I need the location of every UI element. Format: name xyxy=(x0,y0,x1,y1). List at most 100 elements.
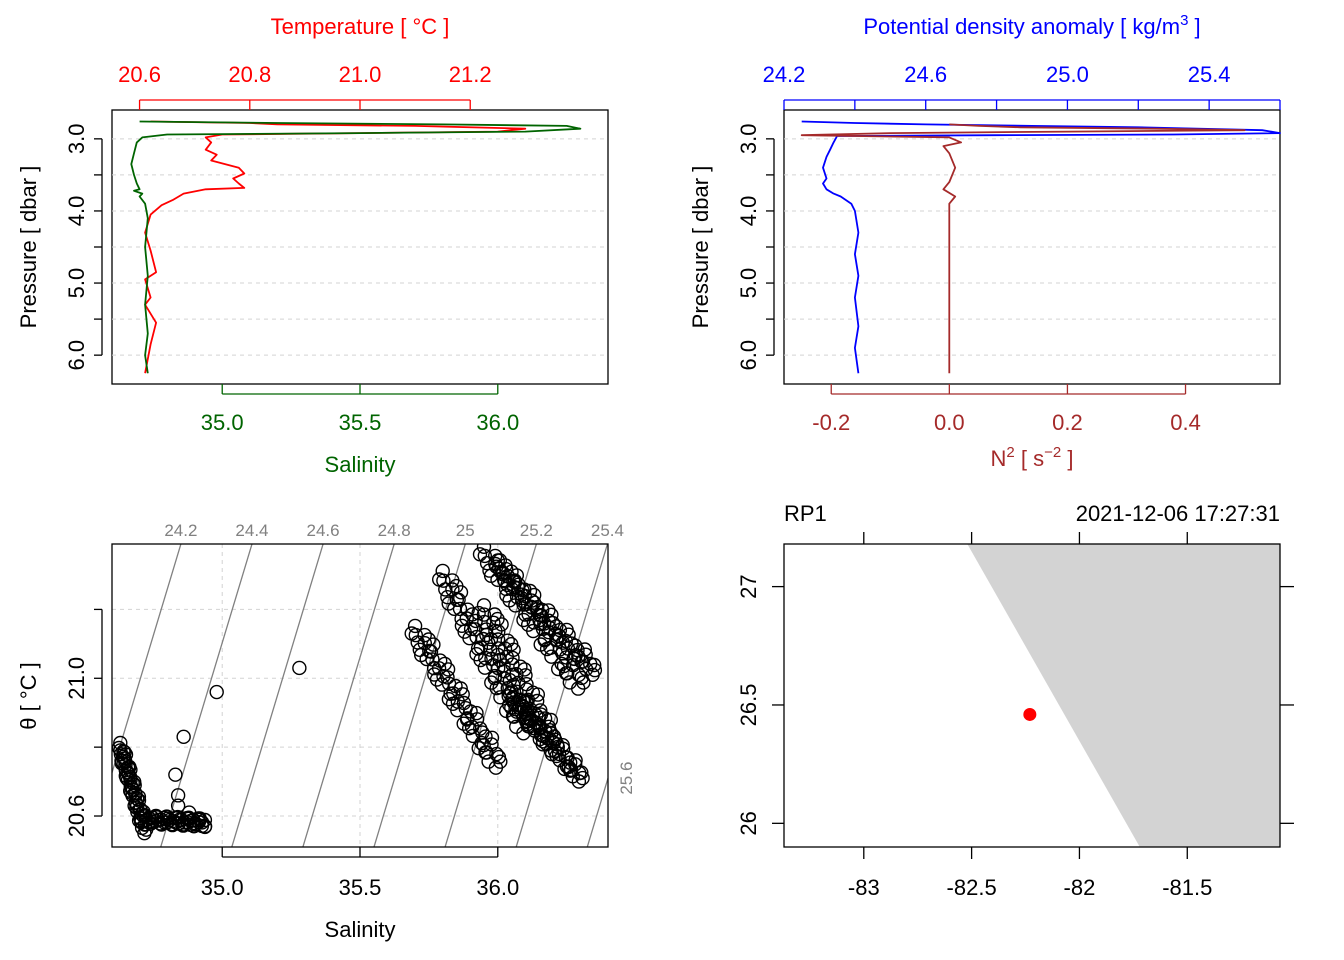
data-point xyxy=(436,669,451,684)
data-point xyxy=(493,690,508,705)
n2-tick-label: 0.2 xyxy=(1052,410,1083,435)
data-point xyxy=(483,642,498,657)
grid xyxy=(784,138,1280,356)
data-point xyxy=(412,642,427,657)
density-title-main: Potential density anomaly [ kg/m xyxy=(863,14,1180,39)
data-point xyxy=(515,693,531,708)
station-layer xyxy=(1023,707,1037,721)
n2-tick-label: -0.2 xyxy=(812,410,850,435)
density-tick-label: 25.0 xyxy=(1046,62,1089,87)
density-title-sup: 3 xyxy=(1180,12,1188,29)
data-point xyxy=(563,762,579,777)
data-point xyxy=(491,641,506,656)
latitude-tick-label: 26 xyxy=(736,811,761,835)
data-point xyxy=(117,751,132,766)
series-layer xyxy=(130,120,582,374)
isopycnal-line xyxy=(160,543,253,848)
data-point xyxy=(571,681,586,696)
data-point xyxy=(477,660,493,675)
x-tick-label: 35.0 xyxy=(201,875,244,900)
data-point xyxy=(513,659,528,674)
data-point xyxy=(197,812,213,828)
longitude-tick-label: -82 xyxy=(1064,875,1096,900)
data-point xyxy=(518,668,533,683)
data-point xyxy=(422,643,437,659)
n2-title-mid: [ s xyxy=(1015,446,1044,471)
salinity-axis-title: Salinity xyxy=(325,452,396,477)
data-point xyxy=(587,657,602,673)
temperature-axis-title: Temperature [ °C ] xyxy=(271,14,450,39)
data-point xyxy=(476,598,492,613)
theta-axis-title: θ [ °C ] xyxy=(16,662,41,729)
latitude-tick-label: 26.5 xyxy=(736,684,761,727)
data-point xyxy=(194,815,210,830)
data-point xyxy=(441,596,456,611)
pressure-tick-label: 3.0 xyxy=(64,124,89,155)
n2-title-main: N xyxy=(991,446,1007,471)
panel-ts-profile: 20.6 20.8 21.0 21.2 35.0 35.5 36.0 3.0 4.0 5.0 6.0… xyxy=(16,14,609,477)
salinity-tick-label: 36.0 xyxy=(476,410,519,435)
data-point xyxy=(488,760,504,775)
pressure-tick-label: 6.0 xyxy=(64,340,89,371)
data-point xyxy=(507,573,522,588)
axes-layer: 20.6 20.8 21.0 21.2 35.0 35.5 36.0 3.0 4.0 5.0 6.0 xyxy=(64,62,519,435)
pressure-tick-label: 4.0 xyxy=(736,196,761,227)
data-point xyxy=(469,712,485,727)
data-point xyxy=(434,677,450,692)
data-point xyxy=(472,547,488,562)
panel-ts-diagram: 24.2 24.4 24.6 24.8 25 25.2 25.425.6 35.0 35.5 3… xyxy=(16,521,636,942)
isopycnal-line xyxy=(302,543,395,848)
data-point xyxy=(463,621,479,637)
y-tick-label: 21.0 xyxy=(64,657,89,700)
density-tick-label: 24.2 xyxy=(763,62,806,87)
data-point xyxy=(551,661,566,677)
data-point xyxy=(452,601,468,617)
data-point xyxy=(459,712,475,727)
data-point xyxy=(516,612,531,628)
data-point xyxy=(575,770,590,786)
data-point xyxy=(168,767,183,782)
panel-density-profile: 24.2 24.6 25.0 25.4 -0.2 0.0 0.2 0.4 3.0 4.0 5.0 6.… xyxy=(688,12,1281,471)
data-point xyxy=(544,649,559,664)
data-point xyxy=(419,651,434,667)
data-point xyxy=(435,563,450,579)
n2-title-sup: 2 xyxy=(1006,444,1014,461)
data-point xyxy=(558,633,573,649)
data-point xyxy=(197,819,213,834)
data-point xyxy=(443,686,458,701)
data-point xyxy=(541,613,556,628)
isopycnal-line xyxy=(111,543,182,773)
pressure-axis-title: Pressure [ dbar ] xyxy=(16,166,41,329)
data-point xyxy=(530,693,545,709)
data-point xyxy=(549,748,564,764)
data-point xyxy=(449,592,464,607)
data-point xyxy=(487,670,502,686)
data-point xyxy=(517,662,532,677)
data-point xyxy=(499,649,514,665)
data-point xyxy=(407,618,423,634)
station-datetime: 2021-12-06 17:27:31 xyxy=(1076,501,1280,526)
data-point xyxy=(535,734,551,749)
n2-title-sup2: −2 xyxy=(1044,444,1061,461)
land-polygon xyxy=(967,544,1280,847)
data-point xyxy=(170,798,186,813)
density-tick-label: 24.6 xyxy=(904,62,947,87)
data-point xyxy=(469,629,484,645)
data-point xyxy=(483,632,499,647)
data-point xyxy=(484,675,499,690)
axes-layer: 24.2 24.6 25.0 25.4 -0.2 0.0 0.2 0.4 3.0 4.0 5.0 6.… xyxy=(736,62,1281,435)
data-point xyxy=(502,673,518,688)
temperature-tick-label: 21.2 xyxy=(449,62,492,87)
salinity-tick-label: 35.0 xyxy=(201,410,244,435)
isopycnal-label: 24.8 xyxy=(378,521,411,540)
data-point xyxy=(574,765,589,780)
station-marker xyxy=(1023,707,1037,721)
isopycnal-label: 24.6 xyxy=(307,521,340,540)
data-point xyxy=(505,657,520,672)
isopycnal-label: 24.4 xyxy=(235,521,268,540)
data-point xyxy=(490,632,506,647)
data-point xyxy=(440,590,455,605)
data-point xyxy=(170,788,186,803)
longitude-tick-label: -83 xyxy=(848,875,880,900)
pressure-tick-label: 6.0 xyxy=(736,340,761,371)
